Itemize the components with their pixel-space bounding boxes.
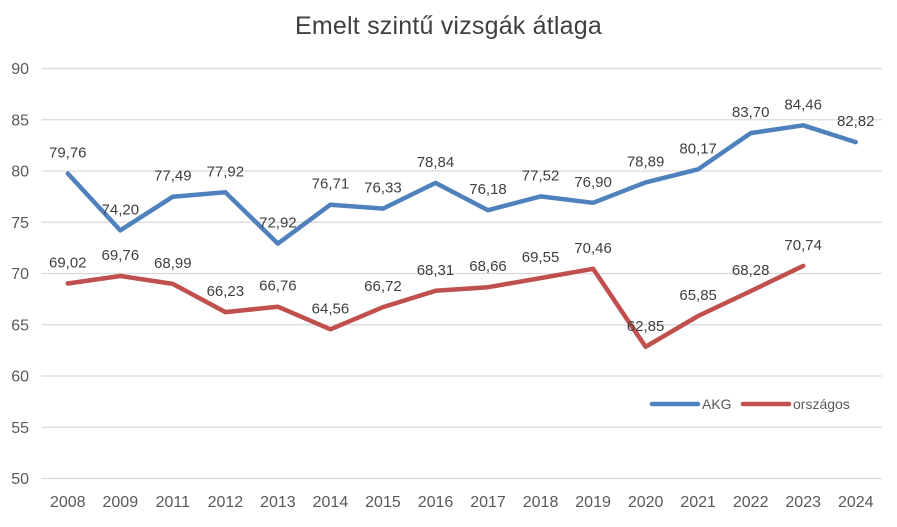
- x-axis-label-2020: 2020: [628, 494, 664, 511]
- series-line-országos: [65, 263, 806, 350]
- y-axis-label-50: 50: [11, 471, 29, 488]
- data-label-országos-2015: 66,72: [364, 278, 402, 295]
- y-axis-label-75: 75: [11, 215, 29, 232]
- x-axis-label-2013: 2013: [260, 494, 296, 511]
- data-label-országos-2020: 62,85: [627, 318, 665, 335]
- x-axis-label-2018: 2018: [523, 494, 559, 511]
- data-label-AKG-2008: 79,76: [49, 144, 87, 161]
- x-axis-label-2015: 2015: [365, 494, 401, 511]
- y-axis-label-70: 70: [11, 266, 29, 283]
- data-label-AKG-2009: 74,20: [102, 201, 140, 218]
- data-label-AKG-2014: 76,71: [312, 176, 350, 193]
- data-label-AKG-2011: 77,49: [154, 168, 192, 185]
- data-label-AKG-2012: 77,92: [207, 163, 245, 180]
- y-axis-label-80: 80: [11, 164, 29, 181]
- x-axis-label-2014: 2014: [313, 494, 349, 511]
- data-label-AKG-2020: 78,89: [627, 153, 665, 170]
- data-label-országos-2023: 70,74: [784, 237, 822, 254]
- data-label-AKG-2022: 83,70: [732, 104, 770, 121]
- data-label-AKG-2018: 77,52: [522, 167, 560, 184]
- x-axis-label-2011: 2011: [156, 494, 191, 511]
- data-label-országos-2017: 68,66: [469, 258, 507, 275]
- y-axis-label-60: 60: [11, 369, 29, 386]
- data-label-országos-2021: 65,85: [679, 287, 717, 304]
- x-axis-label-2019: 2019: [575, 494, 611, 511]
- x-axis-label-2023: 2023: [785, 494, 821, 511]
- x-axis-label-2021: 2021: [680, 494, 716, 511]
- data-label-AKG-2024: 82,82: [837, 113, 875, 130]
- y-axis-label-55: 55: [11, 420, 29, 437]
- data-label-országos-2016: 68,31: [417, 262, 455, 279]
- data-label-országos-2013: 66,76: [259, 278, 297, 295]
- data-label-AKG-2016: 78,84: [417, 154, 455, 171]
- data-label-országos-2022: 68,28: [732, 262, 770, 279]
- x-axis-label-2008: 2008: [50, 494, 86, 511]
- x-axis-label-2012: 2012: [208, 494, 244, 511]
- data-label-országos-2012: 66,23: [207, 283, 245, 300]
- data-label-AKG-2023: 84,46: [784, 96, 822, 113]
- y-axis-label-65: 65: [11, 317, 29, 334]
- x-axis-label-2009: 2009: [103, 494, 139, 511]
- data-label-AKG-2019: 76,90: [574, 174, 612, 191]
- data-label-AKG-2021: 80,17: [679, 140, 717, 157]
- y-axis-label-90: 90: [11, 61, 29, 78]
- y-axis-label-85: 85: [11, 112, 29, 129]
- x-axis-label-2017: 2017: [470, 494, 506, 511]
- chart-title: Emelt szintű vizsgák átlaga: [295, 12, 602, 40]
- data-label-országos-2011: 68,99: [154, 255, 192, 272]
- data-label-AKG-2017: 76,18: [469, 181, 507, 198]
- x-axis-label-2016: 2016: [418, 494, 454, 511]
- data-label-országos-2018: 69,55: [522, 249, 560, 266]
- data-label-országos-2014: 64,56: [312, 300, 350, 317]
- legend-label-országos: országos: [793, 396, 850, 412]
- data-label-országos-2009: 69,76: [102, 247, 140, 264]
- data-label-országos-2008: 69,02: [49, 255, 87, 272]
- legend-label-AKG: AKG: [702, 396, 732, 412]
- series-line-AKG: [65, 123, 858, 246]
- data-label-AKG-2013: 72,92: [259, 215, 297, 232]
- data-label-AKG-2015: 76,33: [364, 180, 402, 197]
- data-label-országos-2019: 70,46: [574, 240, 612, 257]
- x-axis-label-2024: 2024: [838, 494, 874, 511]
- x-axis-label-2022: 2022: [733, 494, 769, 511]
